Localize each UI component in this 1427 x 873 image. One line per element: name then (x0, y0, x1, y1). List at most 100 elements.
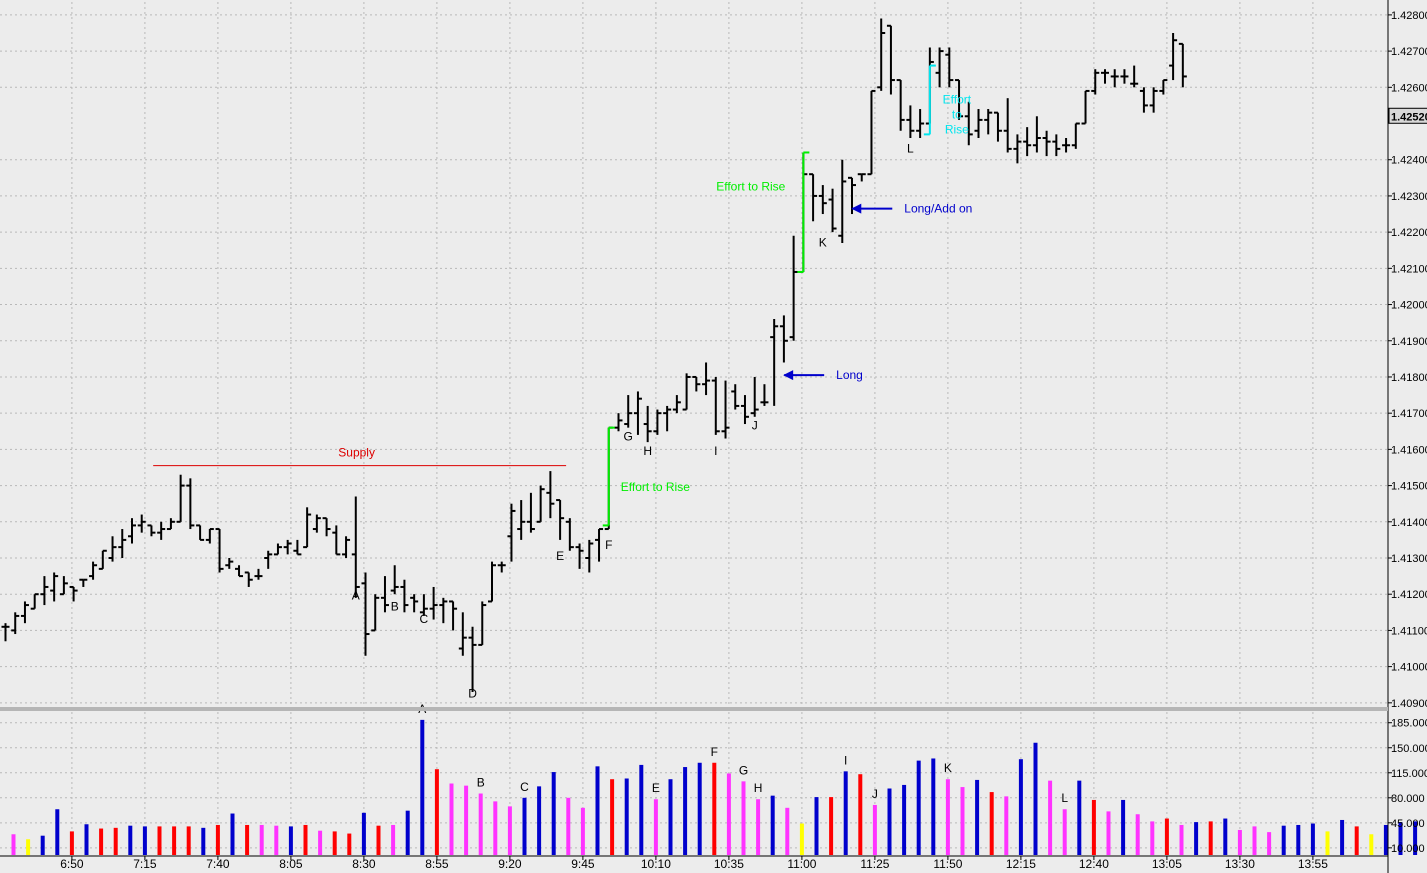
volume-bar (1077, 780, 1082, 855)
price-tick-label: 1.41700 (1391, 408, 1427, 420)
ohlc-bar (692, 375, 701, 392)
ohlc-bar (974, 109, 983, 138)
ohlc-bar (147, 524, 156, 537)
volume-bar (1383, 824, 1388, 855)
volume-bar (1310, 823, 1315, 855)
volume-bar (1369, 834, 1374, 855)
volume-bar (245, 824, 250, 855)
price-point-label: C (420, 612, 429, 626)
ohlc-bar (488, 561, 496, 603)
volume-bar (770, 795, 775, 855)
volume-bar (274, 825, 279, 855)
volume-bar (99, 828, 104, 855)
ohlc-bar (59, 576, 68, 596)
volume-bar (712, 762, 717, 855)
volume-tick-label: 150.000 (1391, 743, 1427, 755)
arrow-head (851, 203, 862, 214)
ohlc-bar (1178, 42, 1187, 88)
ohlc-bar (69, 585, 78, 602)
volume-bar (142, 826, 147, 855)
ohlc-bar (945, 47, 954, 88)
volume-bar (1091, 799, 1096, 855)
ohlc-bar (595, 528, 604, 562)
effort-label: Effort to Rise (621, 480, 690, 494)
ohlc-bar (410, 594, 419, 613)
volume-bar (464, 785, 469, 855)
ohlc-bar (1003, 98, 1012, 153)
ohlc-bar (575, 543, 584, 569)
price-point-label: F (605, 538, 612, 552)
ohlc-bar (663, 405, 672, 432)
ohlc-bar (517, 500, 526, 540)
price-tick-label: 1.41300 (1391, 553, 1427, 565)
ohlc-bar (1159, 79, 1168, 95)
price-tick-label: 1.42400 (1391, 155, 1427, 167)
ohlc-bar (789, 235, 798, 341)
volume-tick-label: 80.000 (1391, 793, 1425, 805)
volume-bar (1340, 819, 1345, 855)
ohlc-bar (449, 600, 458, 631)
last-price-box (1388, 107, 1427, 124)
volume-bar (1354, 826, 1359, 855)
price-tick-label: 1.41600 (1391, 444, 1427, 456)
ohlc-bar (429, 586, 438, 620)
effort-marker: Effort to Rise (602, 426, 690, 527)
ohlc-bar (867, 89, 876, 176)
ohlc-bar (108, 536, 117, 562)
volume-bar (391, 824, 396, 855)
volume-point-label: C (520, 780, 529, 794)
ohlc-bar (89, 561, 98, 580)
last-price-label: 1.42520 (1391, 111, 1427, 123)
price-tick-label: 1.41100 (1391, 625, 1427, 637)
arrow-head (783, 370, 794, 381)
volume-bar (113, 827, 118, 855)
volume-bar (493, 801, 498, 855)
time-tick-label: 13:05 (1152, 857, 1182, 871)
ohlc-bar (653, 409, 662, 435)
ohlc-bar (157, 521, 166, 540)
volume-tick-label: 185.000 (1391, 718, 1427, 730)
price-tick-label: 1.41500 (1391, 481, 1427, 493)
ohlc-bar (380, 576, 389, 613)
ohlc-bar (896, 79, 905, 131)
ohlc-bar (205, 528, 214, 544)
ohlc-bar (672, 395, 681, 414)
price-point-label: J (752, 418, 758, 432)
volume-bar (1208, 821, 1213, 855)
ohlc-bar (721, 380, 730, 439)
volume-bar (668, 779, 673, 855)
ohlc-bar (439, 597, 448, 624)
ohlc-bar (760, 384, 769, 406)
volume-bar (347, 833, 352, 855)
ohlc-bar (536, 485, 545, 523)
ohlc-bar (935, 47, 944, 88)
volume-bar (1121, 799, 1126, 855)
trade-arrows: Long Long/Add on (783, 202, 972, 382)
ohlc-bar (857, 173, 866, 182)
ohlc-bar (127, 518, 136, 544)
volume-bar (726, 773, 731, 855)
ohlc-bar (906, 105, 915, 138)
price-tick-label: 1.41200 (1391, 589, 1427, 601)
ohlc-bar (1042, 130, 1051, 157)
ohlc-bar (1130, 65, 1139, 88)
ohlc-bar (361, 572, 370, 656)
volume-bar (960, 787, 965, 855)
ohlc-bar (342, 536, 351, 558)
volume-bar (814, 797, 819, 855)
volume-bar (1062, 809, 1067, 855)
ohlc-bar (809, 173, 818, 222)
volume-bar (1135, 814, 1140, 855)
ohlc-bar (293, 539, 302, 556)
ohlc-bar (565, 518, 574, 551)
ohlc-bar (585, 539, 594, 573)
volume-bar (1164, 818, 1169, 855)
volume-bar (595, 766, 600, 855)
ohlc-bar (244, 571, 253, 587)
arrow-annotation: Long (783, 368, 863, 382)
volume-bar (1237, 829, 1242, 855)
pane-divider (0, 707, 1388, 711)
ohlc-bar (196, 524, 205, 541)
